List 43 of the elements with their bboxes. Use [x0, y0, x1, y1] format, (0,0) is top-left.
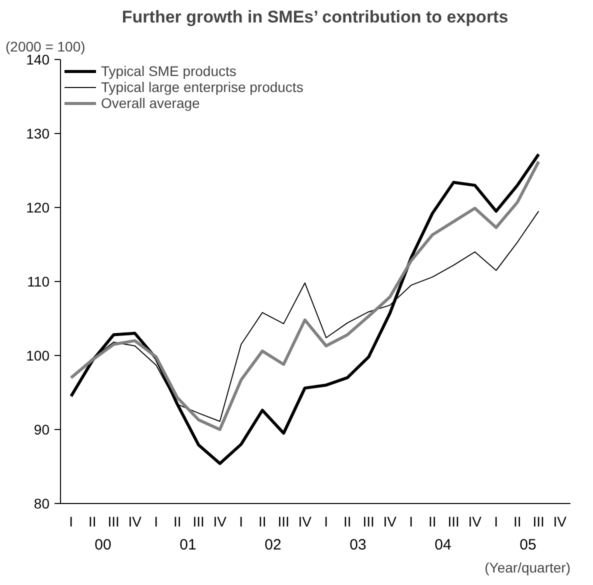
text: 05: [520, 536, 536, 554]
text: 04: [434, 536, 452, 554]
x-tick-label: IV: [553, 514, 568, 530]
x-tick-label: I: [494, 514, 498, 530]
chart-title: Further growth in SMEs’ contribution to exports: [122, 8, 508, 26]
x-tick-label: III: [192, 514, 204, 530]
x-tick-label: I: [324, 514, 328, 530]
x-axis-title: (Year/quarter): [484, 560, 570, 576]
x-tick-label: II: [428, 514, 436, 530]
x-tick-label: II: [513, 514, 522, 530]
text: 02: [264, 536, 282, 554]
x-tick-label: I: [69, 514, 74, 530]
y-tick-label: 100: [26, 348, 50, 364]
x-tick-label: IV: [128, 514, 142, 530]
legend-label: Typical large enterprise products: [101, 79, 304, 95]
x-tick-label: IV: [213, 514, 228, 530]
x-tick-label: II: [343, 514, 352, 530]
x-tick-label: III: [362, 514, 374, 530]
x-tick-label: I: [239, 514, 244, 530]
text: 01: [180, 536, 196, 554]
x-tick-label: III: [278, 514, 290, 530]
legend-label: Overall average: [101, 95, 200, 111]
x-tick-label: II: [258, 514, 266, 530]
y-axis-title: (2000 = 100): [6, 38, 86, 54]
x-tick-label: IV: [298, 514, 312, 530]
y-tick-label: 90: [34, 422, 50, 438]
y-tick-label: 110: [27, 274, 50, 290]
x-tick-label: III: [448, 514, 460, 530]
x-tick-label: I: [409, 514, 414, 530]
x-tick-label: IV: [383, 514, 398, 530]
text: 00: [94, 536, 112, 554]
y-tick-label: 80: [34, 496, 50, 512]
x-tick-label: I: [154, 514, 158, 530]
y-tick-label: 140: [26, 52, 50, 68]
x-tick-label: II: [88, 514, 96, 530]
x-tick-label: III: [532, 514, 544, 530]
x-tick-label: IV: [468, 514, 482, 530]
text: 03: [350, 536, 366, 554]
x-tick-label: II: [173, 514, 182, 530]
x-tick-label: III: [108, 514, 120, 530]
legend-label: Typical SME products: [101, 63, 236, 79]
y-tick-label: 120: [26, 200, 50, 216]
y-tick-label: 130: [26, 126, 50, 142]
